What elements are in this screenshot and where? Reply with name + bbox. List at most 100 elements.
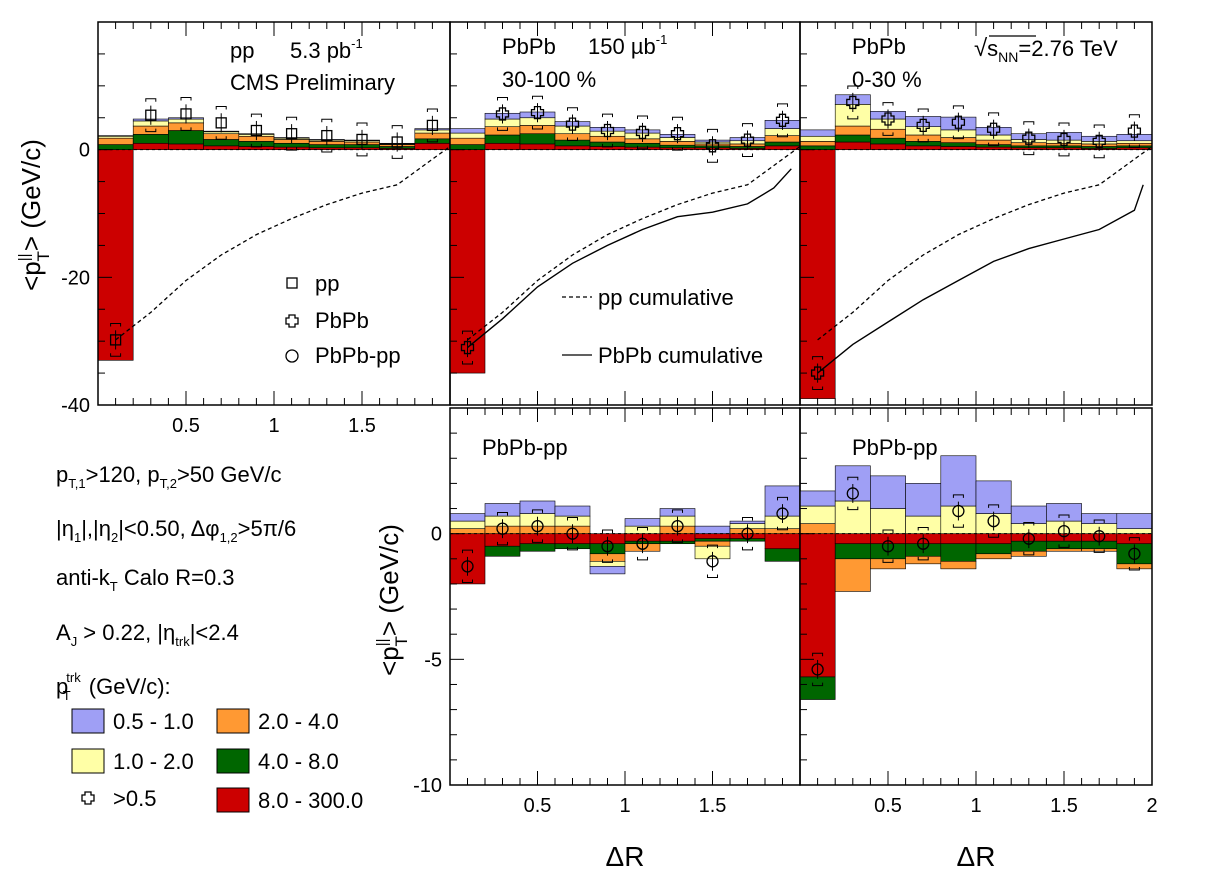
bar-p40_80 bbox=[940, 142, 977, 147]
pp-panel-text: pp 5.3 pb-1 CMS Preliminary bbox=[230, 36, 395, 95]
bar-p40_80 bbox=[132, 134, 169, 144]
syst-bracket bbox=[777, 103, 788, 138]
bar-p05_10 bbox=[1046, 503, 1082, 522]
bar-p05_10 bbox=[98, 135, 134, 137]
bar-p80_300 bbox=[694, 533, 731, 539]
svg-text:4.0 - 8.0: 4.0 - 8.0 bbox=[258, 749, 339, 774]
data-point-pbpb bbox=[740, 133, 755, 147]
bar-p05_10 bbox=[450, 128, 486, 134]
y-tick-label: -10 bbox=[413, 775, 442, 797]
legend-swatch-40-80 bbox=[216, 748, 250, 774]
svg-text:8.0 - 300.0: 8.0 - 300.0 bbox=[258, 788, 363, 813]
svg-text:30-100 %: 30-100 % bbox=[502, 67, 596, 92]
bar-p20_40 bbox=[834, 558, 871, 592]
syst-bracket bbox=[1093, 519, 1105, 553]
panel-diff_central: 0.5 1 1.5 2 bbox=[799, 407, 1158, 817]
svg-text:2.0 - 4.0: 2.0 - 4.0 bbox=[258, 709, 339, 734]
syst-bracket bbox=[532, 509, 543, 543]
diff-marker-icon bbox=[285, 349, 299, 363]
syst-bracket bbox=[250, 113, 262, 148]
data-point-diff bbox=[531, 519, 544, 533]
x-tick-label: 2 bbox=[1146, 795, 1157, 817]
bar-p05_10 bbox=[659, 508, 696, 517]
syst-bracket bbox=[567, 107, 578, 142]
syst-bracket bbox=[215, 105, 227, 140]
bar-p05_10 bbox=[1081, 513, 1118, 524]
syst-bracket bbox=[812, 652, 824, 687]
bar-p05_10 bbox=[450, 513, 486, 522]
bar-p40_80 bbox=[554, 543, 591, 550]
syst-bracket bbox=[882, 529, 894, 563]
syst-bracket bbox=[391, 125, 403, 159]
data-point-diff bbox=[601, 540, 614, 553]
bar-p05_10 bbox=[519, 500, 556, 514]
bar-p80_300 bbox=[554, 145, 591, 150]
bar-p20_40 bbox=[834, 125, 871, 136]
x-axis-title-right: ΔR bbox=[957, 841, 996, 872]
x-tick-label: 1 bbox=[619, 795, 630, 817]
bar-p10_20 bbox=[800, 135, 836, 142]
svg-text:0.5 - 1.0: 0.5 - 1.0 bbox=[113, 709, 194, 734]
diff-peripheral-label: PbPb-pp bbox=[482, 435, 568, 460]
syst-bracket bbox=[917, 527, 929, 561]
bar-p80_300 bbox=[484, 142, 521, 150]
bar-p80_300 bbox=[168, 143, 204, 150]
data-point-pp bbox=[285, 128, 298, 140]
x-tick-label: 1.5 bbox=[1050, 795, 1078, 817]
bar-p40_80 bbox=[834, 543, 871, 560]
plot-area bbox=[800, 85, 1152, 399]
syst-bracket bbox=[637, 115, 648, 150]
pbpb-marker-icon bbox=[285, 314, 299, 328]
bar-p20_40 bbox=[940, 561, 977, 570]
bar-p40_80 bbox=[273, 142, 310, 148]
data-point-pbpb bbox=[635, 125, 650, 140]
y-tick-label: 0 bbox=[431, 524, 442, 546]
bar-p80_300 bbox=[800, 149, 836, 399]
x-tick-label: 1 bbox=[268, 415, 279, 437]
data-point-diff bbox=[1057, 525, 1071, 538]
data-point-pbpb bbox=[670, 127, 685, 141]
pt-bin-legend: 0.5 - 1.0 1.0 - 2.0 >0.5 2.0 - 4.0 4.0 -… bbox=[71, 708, 363, 813]
plot-area bbox=[450, 95, 800, 374]
svg-text:<p||T> (GeV/c): <p||T> (GeV/c) bbox=[16, 139, 53, 291]
bar-p40_80 bbox=[764, 548, 800, 562]
bar-p05_10 bbox=[729, 520, 766, 524]
bar-p40_80 bbox=[870, 137, 906, 145]
syst-bracket bbox=[917, 108, 929, 143]
syst-bracket bbox=[356, 122, 368, 157]
bar-p05_10 bbox=[975, 480, 1012, 514]
syst-bracket bbox=[1023, 521, 1035, 556]
svg-text:PbPb-pp: PbPb-pp bbox=[315, 343, 401, 368]
bar-p05_10 bbox=[589, 566, 626, 575]
cumulative-legend: pp cumulative PbPb cumulative bbox=[562, 285, 763, 368]
y-tick-label: 0 bbox=[79, 140, 90, 162]
bar-p05_10 bbox=[1116, 513, 1152, 529]
bar-p20_40 bbox=[450, 528, 486, 534]
bar-p20_40 bbox=[132, 125, 169, 135]
syst-bracket bbox=[812, 356, 824, 390]
bar-p80_300 bbox=[450, 149, 486, 374]
bar-p80_300 bbox=[764, 533, 800, 550]
panel-pbpb_central bbox=[799, 21, 1153, 406]
bar-p40_80 bbox=[834, 134, 871, 143]
syst-bracket bbox=[847, 476, 859, 511]
data-point-diff bbox=[952, 504, 965, 518]
plot-area bbox=[98, 97, 450, 361]
bar-p20_40 bbox=[203, 133, 240, 140]
data-point-diff bbox=[636, 537, 649, 550]
bar-p20_40 bbox=[975, 553, 1012, 560]
syst-bracket bbox=[321, 118, 333, 153]
legend-pbpb-marker-icon bbox=[81, 791, 95, 805]
panel-pp: 0 -20 -40 0.5 1 1.5 bbox=[61, 21, 451, 437]
svg-text:0-30 %: 0-30 % bbox=[852, 67, 922, 92]
bar-p05_10 bbox=[484, 503, 521, 517]
data-point-diff bbox=[1022, 532, 1035, 545]
bar-p20_40 bbox=[1116, 142, 1152, 147]
bar-p40_80 bbox=[98, 144, 134, 150]
legend-swatch-20-40 bbox=[216, 708, 250, 734]
bar-p80_300 bbox=[519, 143, 556, 150]
svg-text:pp: pp bbox=[230, 38, 254, 63]
syst-bracket bbox=[462, 330, 473, 365]
data-point-diff bbox=[671, 519, 684, 533]
data-point-pbpb bbox=[600, 123, 615, 138]
